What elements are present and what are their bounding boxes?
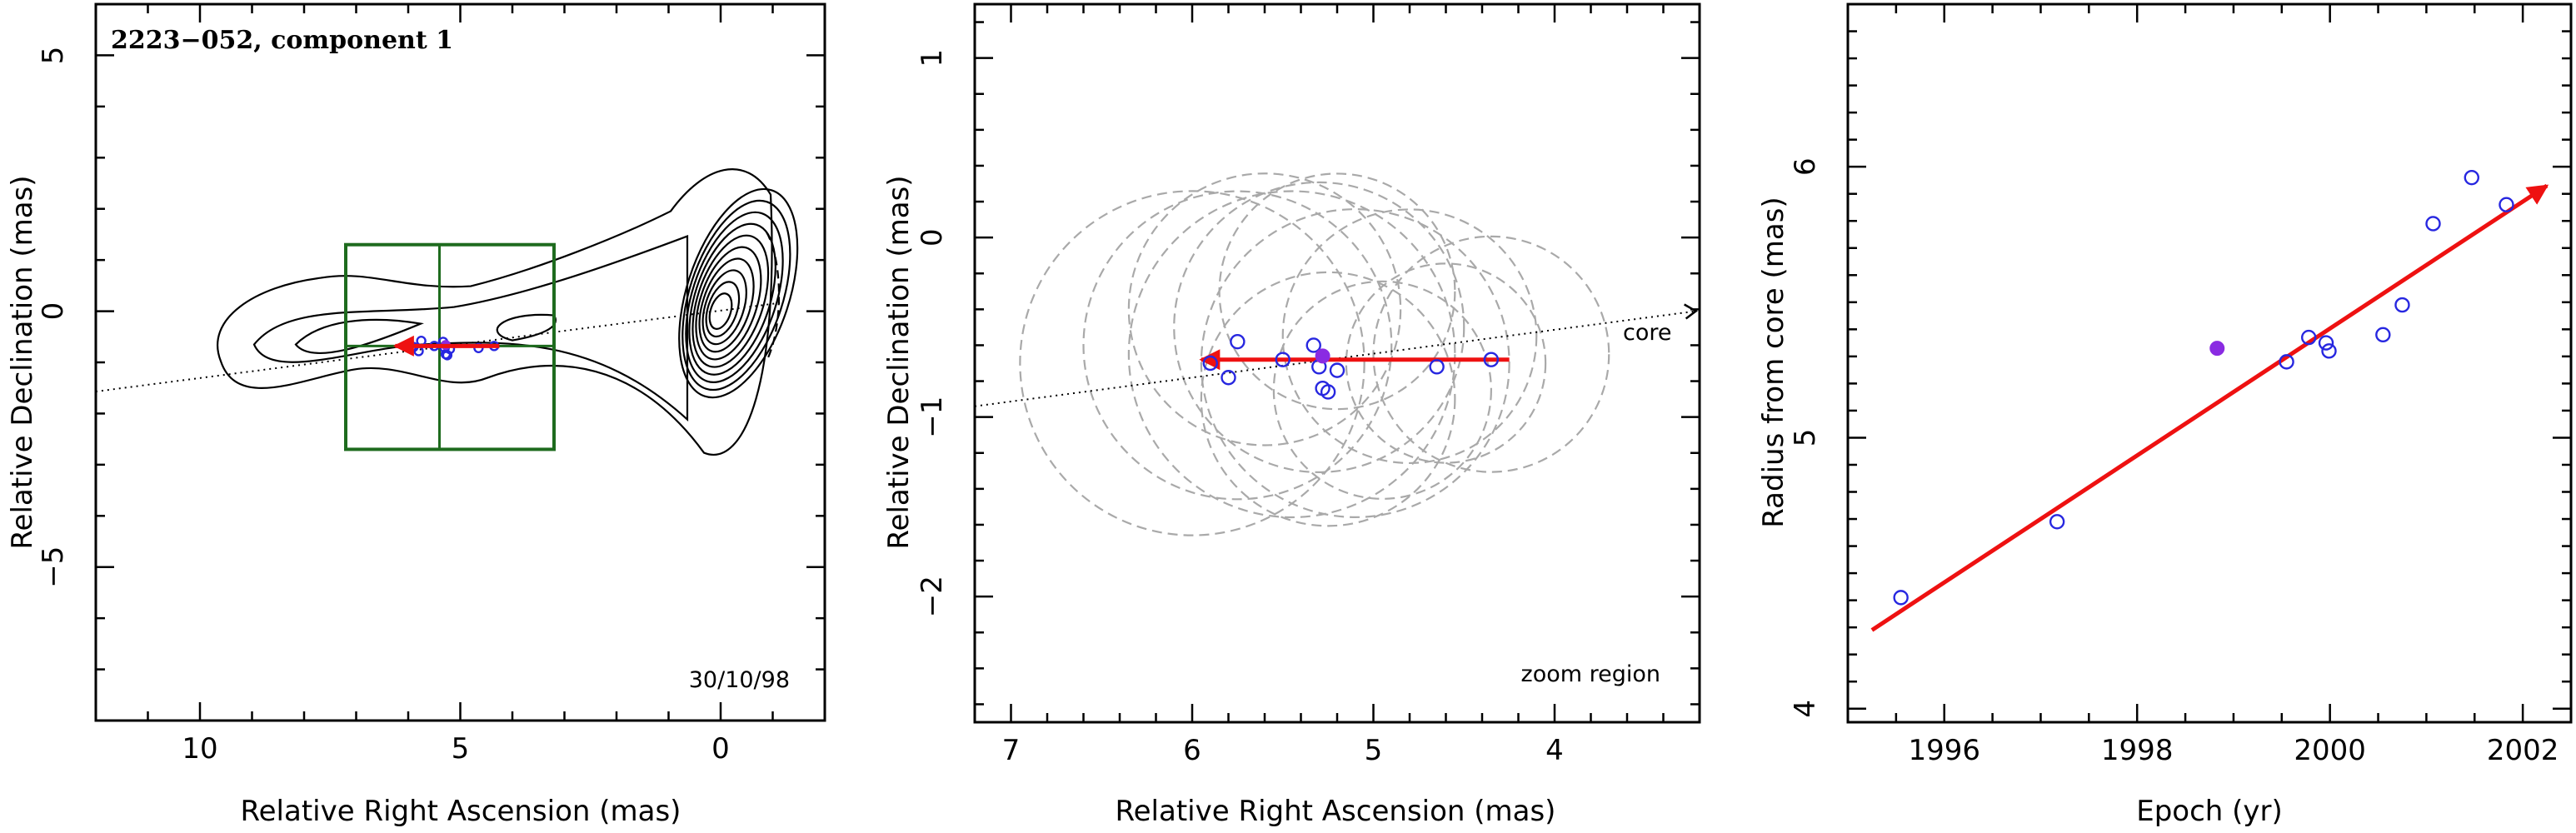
core-contour (695, 246, 762, 361)
axis-ticks: 1996 1998 2000 2002 4 5 6 (1789, 4, 2571, 767)
core-contour (708, 292, 733, 330)
jet-axis-line (95, 302, 784, 393)
x-tick-label: 1996 (1908, 734, 1980, 767)
component-point (1320, 384, 1336, 400)
component-point (1305, 337, 1321, 353)
radius-point (1893, 590, 1909, 606)
component-point-filled (1315, 348, 1330, 364)
radius-point-filled (2209, 341, 2225, 357)
y-tick-label: 4 (1789, 700, 1822, 718)
radius-point (2425, 216, 2441, 232)
core-contour (685, 211, 784, 383)
component-point (1202, 355, 1218, 372)
y-axis-label: Relative Declination (mas) (6, 175, 39, 549)
radius-point (2499, 197, 2514, 212)
core-contour (681, 199, 791, 392)
component-point (1230, 333, 1246, 350)
zoom-region-label: zoom region (1521, 661, 1660, 687)
y-tick-label: 6 (1789, 157, 1822, 176)
x-tick-label: 6 (1183, 734, 1201, 767)
radius-points (1893, 169, 2514, 606)
axis-ticks: 10 5 0 5 0 −5 (37, 4, 825, 766)
component-point (1429, 359, 1445, 375)
beam-circle (1272, 280, 1492, 500)
component-point (442, 350, 453, 361)
date-label: 30/10/98 (689, 667, 790, 693)
y-tick-label: −1 (916, 397, 949, 438)
contour-map (217, 168, 799, 456)
x-tick-label: 0 (711, 732, 730, 766)
panel-contour-map: 10 5 050−5 2223−052, component 1 30/10/98 … (6, 2, 826, 828)
beam-circle (1200, 208, 1510, 518)
y-tick-label: 5 (1789, 429, 1822, 447)
x-tick-label: 2002 (2487, 734, 2559, 767)
x-tick-label: 4 (1545, 734, 1564, 767)
panel-radius-vs-epoch: 1996 1998 2000 2002 4 5 6 Epoch (yr) Radius fr… (1757, 2, 2573, 828)
x-axis-label: Epoch (yr) (2136, 795, 2283, 828)
core-contour (691, 234, 770, 368)
radius-point (2301, 329, 2317, 346)
component-point (1221, 370, 1236, 386)
beam-circle (1372, 235, 1610, 473)
y-tick-label: 0 (916, 228, 949, 247)
x-axis-label: Relative Right Ascension (mas) (1116, 795, 1556, 828)
y-axis-label: Radius from core (mas) (1757, 197, 1790, 527)
radius-point (2321, 343, 2337, 359)
beam-circle (1127, 172, 1402, 446)
radius-point (2464, 169, 2479, 186)
component-point (1329, 362, 1345, 378)
x-tick-label: 5 (452, 732, 470, 766)
core-contour (688, 222, 776, 376)
beam-circle (1019, 190, 1365, 536)
beam-circle (1281, 208, 1538, 465)
axis-ticks: 7 6 5 4 1 0 −1 −2 (916, 4, 1700, 767)
beam-circle (1173, 181, 1465, 473)
beam-circle (1082, 190, 1393, 501)
component-point (1483, 352, 1500, 367)
core-contour (698, 257, 755, 353)
core-label: core (1623, 320, 1671, 346)
jet-axis-arrowhead (1684, 303, 1698, 320)
jet-contour (496, 313, 557, 342)
radius-point (2318, 335, 2334, 351)
radius-point (2279, 354, 2294, 370)
panel-zoom-region: 7 6 5 4 1 0 −1 −2 core zoom region Relative Rig… (882, 2, 1701, 828)
x-tick-label: 1998 (2101, 734, 2174, 767)
core-contour (678, 187, 799, 399)
x-tick-label: 5 (1365, 734, 1383, 767)
component-positions (1202, 333, 1500, 400)
x-tick-label: 2000 (2294, 734, 2366, 767)
y-tick-label: 1 (916, 49, 949, 67)
beam-circle (1200, 271, 1456, 527)
y-tick-label: −2 (916, 576, 949, 617)
y-tick-label: 5 (37, 47, 70, 65)
beam-circle (1345, 262, 1547, 464)
fit-line-arrow (1870, 183, 2549, 632)
y-tick-label: −5 (37, 546, 70, 588)
radius-point (2049, 514, 2065, 530)
core-contour (701, 269, 747, 346)
y-tick-label: 0 (37, 302, 70, 321)
radius-point (2394, 297, 2410, 313)
core-contour (705, 281, 741, 338)
jet-contour (294, 318, 424, 355)
beam-circle (1127, 190, 1456, 519)
x-axis-label: Relative Right Ascension (mas) (241, 795, 681, 828)
plot-frame (94, 2, 826, 722)
beam-circles (1019, 172, 1610, 536)
y-axis-label: Relative Declination (mas) (882, 175, 916, 549)
jet-contour (252, 234, 689, 422)
radius-point (2375, 327, 2391, 343)
x-tick-label: 10 (182, 732, 217, 766)
x-tick-label: 7 (1002, 734, 1021, 767)
panel-title: 2223−052, component 1 (111, 26, 453, 55)
jet-contour (217, 168, 773, 456)
component-point (1275, 352, 1290, 367)
plot-frame (1846, 2, 2573, 724)
